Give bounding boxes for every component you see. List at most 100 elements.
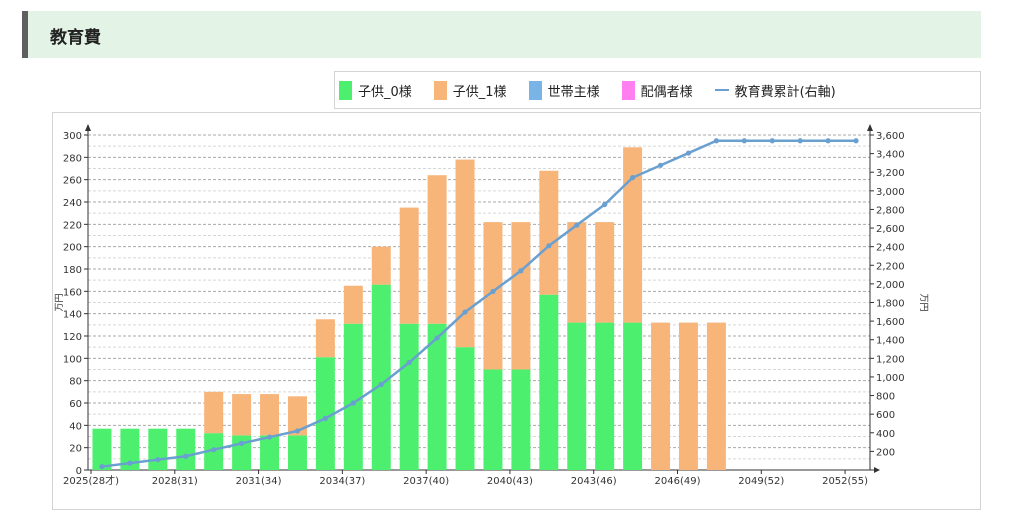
cumulative-point [127,460,133,466]
bar-segment [371,284,391,470]
bar-segment [399,323,419,470]
x-tick-label: 2034(37) [319,476,365,487]
x-axis-arrow [874,467,880,473]
y-tick-label-left: 100 [63,354,82,365]
legend-item-spouse[interactable]: 配偶者様 [621,80,693,100]
x-tick-label: 2037(40) [403,476,449,487]
y-tick-label-right: 400 [876,429,895,440]
legend-label-householder: 世帯主様 [547,84,600,100]
legend-item-householder[interactable]: 世帯主様 [528,80,600,100]
bar-segment [511,222,531,370]
y-tick-label-right: 2,000 [876,280,905,291]
bar-segment [483,222,503,370]
bar-segment [539,294,559,470]
cumulative-point [406,359,412,366]
y-tick-label-right: 200 [876,447,895,458]
y-tick-label-left: 180 [63,265,82,276]
y-tick-label-left: 140 [63,310,82,321]
y-axis-right-arrow [867,124,873,131]
y-tick-label-right: 3,000 [876,187,905,198]
cumulative-point [462,309,468,315]
y-tick-label-right: 1,600 [876,317,905,328]
cumulative-point [322,415,328,421]
cumulative-line [101,139,857,468]
y-axis-label-left: 万円 [54,293,65,311]
bar-segment [427,323,447,470]
y-tick-label-left: 60 [69,399,82,410]
x-tick-label: 2031(34) [236,476,282,487]
x-tick-label: 2040(43) [487,476,533,487]
x-tick-label: 2049(52) [738,476,784,487]
bar-segment [204,391,224,434]
y-tick-label-left: 80 [69,377,82,388]
x-tick-label: 2052(55) [822,476,868,487]
bar-segment [315,319,335,358]
y-tick-label-right: 1,000 [876,373,905,384]
bar-segment [678,322,698,470]
y-tick-label-right: 1,200 [876,354,905,365]
y-axis-left-arrow [85,124,91,131]
y-tick-label-right: 2,400 [876,243,905,254]
section-header: 教育費 [22,11,981,58]
cumulative-point [294,428,301,434]
bar-segment [399,207,419,324]
cumulative-point [657,162,664,168]
legend-item-child-1[interactable]: 子供_1様 [433,80,507,100]
cumulative-point [602,201,608,208]
bar-segment [260,394,280,436]
y-tick-label-right: 1,800 [876,299,905,310]
bar-segment [315,357,335,470]
y-tick-label-left: 260 [63,176,82,187]
legend-label-cumulative: 教育費累計(右軸) [734,84,836,100]
legend-label-child-1: 子供_1様 [452,84,507,100]
bar-segment [343,285,363,324]
y-tick-label-left: 200 [63,243,82,254]
y-tick-label-right: 2,800 [876,205,905,216]
bar-segment [148,428,168,470]
bar-segment [287,435,307,470]
legend-swatch-spouse [621,80,635,100]
x-tick-label: 2025(28才) [63,474,119,487]
legend-swatch-child-0 [339,80,352,100]
y-tick-label-right: 2,600 [876,224,905,235]
x-tick-label: 2046(49) [655,476,701,487]
bar-segment [595,222,615,323]
legend-item-cumulative[interactable]: 教育費累計(右軸) [714,81,836,100]
bar-segment [567,222,587,323]
cumulative-point [266,434,273,440]
legend-item-child-0[interactable]: 子供_0様 [339,80,412,100]
y-tick-label-right: 600 [876,410,895,421]
y-tick-label-right: 3,600 [876,131,905,142]
bar-segment [343,323,363,470]
bar-segment [427,175,447,324]
bar-segment [176,428,196,470]
cumulative-point [211,447,217,453]
cumulative-point [797,138,803,144]
bar-segment [651,322,671,470]
cumulative-point [183,453,189,459]
y-tick-label-left: 160 [63,287,82,298]
cumulative-point [518,268,524,274]
y-tick-label-left: 280 [63,153,82,164]
y-tick-label-right: 3,400 [876,150,905,161]
y-tick-label-left: 220 [63,220,82,231]
y-tick-label-right: 2,200 [876,261,905,272]
cumulative-point [853,138,859,144]
bar-segment [455,159,475,348]
section-title: 教育費 [50,28,101,48]
legend-swatch-householder [528,80,542,100]
y-tick-label-right: 800 [876,392,895,403]
cumulative-point [630,175,636,181]
legend-label-child-0: 子供_0様 [358,84,412,100]
legend-swatch-child-1 [433,80,447,100]
bar-segment [511,369,531,470]
legend-line-cumulative [714,89,729,91]
y-tick-label-left: 300 [63,131,82,142]
cumulative-point [99,463,105,470]
bar-segment [232,435,252,470]
cumulative-point [546,243,552,249]
cumulative-point [685,150,692,156]
chart-legend: 子供_0様 子供_1様 世帯主様 配偶者様 教育費累計(右軸) [334,71,981,109]
cumulative-point [350,400,356,406]
y-axis-label-right: 万円 [918,293,929,311]
